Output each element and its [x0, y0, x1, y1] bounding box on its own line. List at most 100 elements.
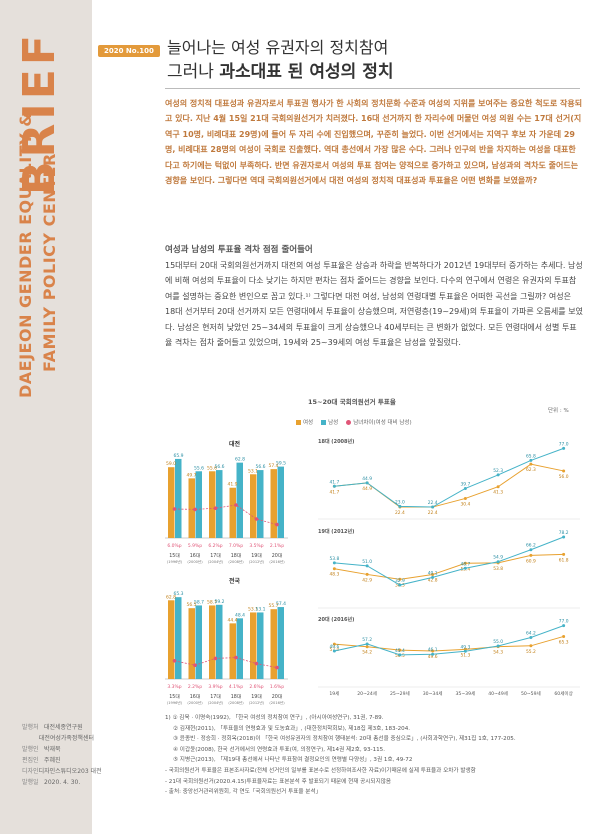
point-label: 54.3 [493, 650, 503, 656]
bar-male [216, 604, 223, 679]
point-label: 49.6 [428, 654, 438, 660]
point-male [431, 575, 435, 579]
point-label: 65.3 [559, 639, 569, 645]
point-male [398, 583, 402, 587]
meta-row: 발행일 2020. 4. 30. [22, 779, 81, 786]
point-label: 51.3 [460, 652, 470, 658]
point-label: 41.3 [493, 490, 503, 496]
gap-point [254, 517, 259, 521]
page-title-line2: 그러나 과소대표 된 여성의 정치 [167, 57, 393, 82]
section-subhead: 여성과 남성의 투표율 격차 점점 줄어들어 [165, 245, 313, 255]
bar-male [175, 597, 182, 679]
title-divider [165, 88, 580, 89]
line-male [334, 625, 564, 656]
category-label: 17대 [210, 693, 221, 700]
point-female [398, 577, 402, 581]
point-female [431, 649, 435, 653]
line-female [334, 635, 564, 652]
meta-row: 디자인 디자인스튜디오203 대전 [22, 768, 102, 775]
bar-label-male: 65.9 [173, 453, 183, 459]
category-label: 17대 [210, 552, 221, 559]
age-tick-label: 30~34세 [423, 690, 443, 697]
gap-point [172, 507, 177, 511]
meta-row: 발행인 박재묵 [22, 746, 61, 753]
point-male [365, 481, 369, 485]
bar-label-male: 65.3 [173, 591, 183, 597]
org-line1: DAEJEON GENDER EQUALITY & [16, 112, 35, 398]
gap-label: 3.5%p [249, 543, 263, 549]
point-male [562, 446, 566, 450]
line-chart-title: 18대 (2008년) [318, 438, 354, 445]
point-female [562, 634, 566, 638]
bar-label-female: 55.6 [207, 465, 217, 471]
category-label: 15대 [169, 552, 180, 559]
point-female [398, 505, 402, 509]
point-label: 53.4 [460, 566, 470, 572]
point-male [529, 635, 533, 639]
point-label: 23.0 [395, 499, 405, 505]
year-label: (2004년) [208, 700, 224, 705]
gap-label: 5.9%p [188, 543, 202, 549]
gap-label: 2.1%p [270, 543, 284, 549]
year-label: (2008년) [228, 700, 244, 705]
bar-male [257, 470, 264, 538]
point-male [562, 535, 566, 539]
org-line2: FAMILY POLICY CENTER [40, 153, 59, 372]
point-label: 54.9 [493, 555, 503, 561]
bar-label-female: 57.4 [268, 463, 278, 469]
point-male [562, 624, 566, 628]
point-label: 42.9 [362, 577, 372, 583]
bar-male [236, 462, 243, 538]
point-female [365, 645, 369, 649]
point-male [463, 486, 467, 490]
page-title-line1: 늘어나는 여성 유권자의 정치참여 [167, 38, 389, 57]
age-tick-label: 40~49세 [488, 690, 508, 697]
gap-point [193, 663, 197, 667]
point-male [529, 458, 533, 462]
gap-line [174, 657, 278, 668]
point-label: 56.0 [559, 474, 569, 480]
point-female [463, 496, 467, 500]
sidebar [0, 0, 92, 834]
point-female [365, 572, 369, 576]
point-male [365, 642, 369, 646]
category-label: 19대 [251, 552, 262, 559]
point-male [332, 561, 336, 565]
point-label: 57.2 [362, 637, 372, 643]
point-male [431, 505, 435, 509]
point-label: 41.7 [329, 489, 339, 495]
point-label: 52.3 [493, 468, 503, 474]
point-male [463, 649, 467, 653]
category-label: 16대 [190, 693, 201, 700]
bar-male [257, 612, 264, 679]
point-female [562, 552, 566, 556]
point-label: 66.2 [526, 543, 536, 549]
bar-label-female: 55.7 [268, 603, 278, 609]
age-tick-label: 20~24세 [357, 690, 377, 697]
year-label: (2016년) [269, 559, 285, 564]
point-label: 44.9 [362, 486, 372, 492]
chart-legend: 여성 남성 남녀차이(여성 대비 남성) [296, 418, 412, 426]
gap-label: 2.2%p [188, 684, 202, 690]
bar-female [250, 474, 257, 538]
point-female [365, 481, 369, 485]
age-tick-label: 35~39세 [455, 690, 475, 697]
bar-male [236, 618, 243, 679]
point-label: 42.8 [428, 578, 438, 584]
point-label: 78.2 [559, 530, 569, 536]
point-label: 53.8 [493, 566, 503, 572]
bar-male [195, 471, 202, 538]
bar-female [270, 609, 277, 679]
gap-point [254, 661, 259, 666]
bar-female [168, 600, 175, 679]
year-label: (2012년) [249, 559, 265, 564]
line-chart-title: 19대 (2012년) [318, 528, 354, 535]
point-male [463, 566, 467, 570]
legend-male: 남성 [321, 418, 338, 426]
bar-female [250, 612, 257, 679]
bar-male [277, 607, 284, 679]
footnote: ④ 이갑윤(2008), 한국 선거에서의 연령효과 투표(여, 의정연구), … [173, 746, 386, 753]
point-label: 62.3 [526, 467, 536, 473]
meta-row: 발행처 대전세종연구원 [22, 724, 83, 731]
point-label: 55.2 [526, 649, 536, 655]
